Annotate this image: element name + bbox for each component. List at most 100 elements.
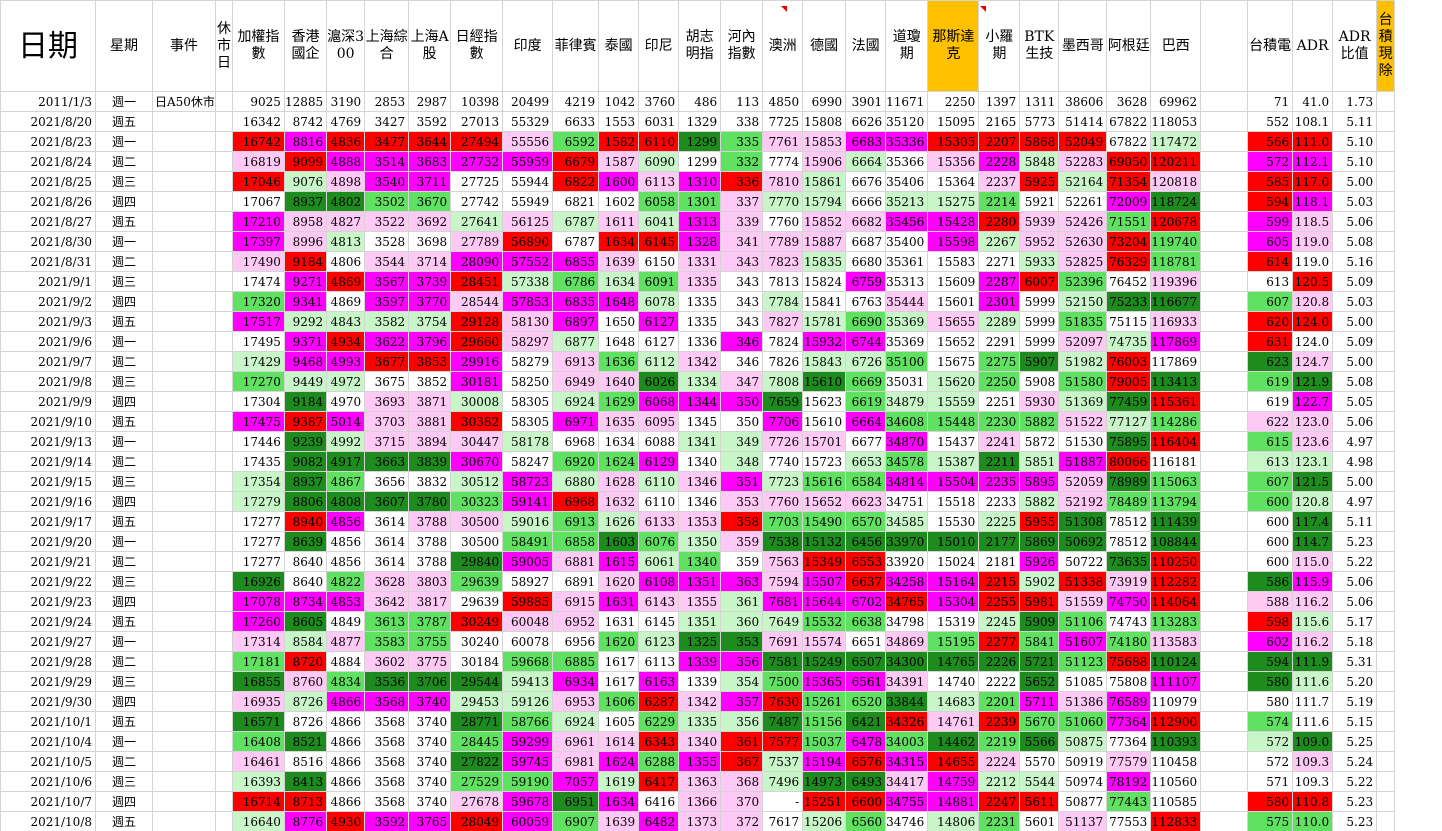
table-cell[interactable]: 594 xyxy=(1247,191,1294,212)
table-cell[interactable]: 3607 xyxy=(364,491,410,512)
table-cell[interactable]: 2212 xyxy=(978,771,1021,792)
table-cell[interactable]: 6133 xyxy=(638,511,680,532)
table-cell[interactable]: 34751 xyxy=(885,491,929,512)
table-cell[interactable]: 2231 xyxy=(978,811,1021,831)
table-cell[interactable]: 3477 xyxy=(364,131,410,152)
table-cell[interactable] xyxy=(214,591,233,612)
table-cell[interactable]: 6949 xyxy=(552,371,600,392)
table-cell[interactable]: 4869 xyxy=(326,271,366,292)
table-cell[interactable]: 120678 xyxy=(1150,211,1202,232)
table-cell[interactable]: 5.06 xyxy=(1332,571,1378,592)
table-cell[interactable]: 34315 xyxy=(885,751,929,772)
table-cell[interactable] xyxy=(152,591,216,612)
table-cell[interactable]: 週三 xyxy=(95,271,153,292)
table-cell[interactable]: 週三 xyxy=(95,171,153,192)
table-cell[interactable]: 5.11 xyxy=(1332,511,1378,532)
table-cell[interactable]: 15644 xyxy=(802,591,847,612)
table-cell[interactable]: 週四 xyxy=(95,691,153,712)
table-cell[interactable]: 2021/9/24 xyxy=(0,611,96,632)
table-cell[interactable]: 4806 xyxy=(326,251,366,272)
table-cell[interactable]: 29544 xyxy=(450,671,504,692)
table-cell[interactable]: 74750 xyxy=(1106,591,1152,612)
column-header[interactable]: 事件 xyxy=(152,0,216,92)
table-cell[interactable]: 5.03 xyxy=(1332,191,1378,212)
table-cell[interactable]: 1342 xyxy=(678,351,722,372)
table-cell[interactable]: 5773 xyxy=(1019,111,1060,132)
table-cell[interactable]: 1329 xyxy=(678,111,722,132)
table-cell[interactable]: 356 xyxy=(720,711,764,732)
table-cell[interactable]: 15583 xyxy=(927,251,980,272)
table-cell[interactable] xyxy=(1200,331,1249,352)
table-cell[interactable]: 3871 xyxy=(408,391,452,412)
table-cell[interactable]: 3740 xyxy=(408,771,452,792)
table-cell[interactable] xyxy=(152,691,216,712)
table-cell[interactable]: 1639 xyxy=(598,811,640,831)
table-cell[interactable]: 2021/9/3 xyxy=(0,311,96,332)
table-cell[interactable] xyxy=(152,531,216,552)
table-cell[interactable]: 8720 xyxy=(283,651,328,672)
table-cell[interactable]: 15906 xyxy=(802,151,847,172)
table-cell[interactable]: 4867 xyxy=(326,471,366,492)
table-cell[interactable]: 6343 xyxy=(638,731,680,752)
table-cell[interactable]: 5.22 xyxy=(1332,551,1378,572)
table-cell[interactable]: 2021/10/4 xyxy=(0,731,96,752)
table-cell[interactable]: 4827 xyxy=(326,211,366,232)
table-cell[interactable]: 359 xyxy=(720,531,764,552)
table-cell[interactable]: 76003 xyxy=(1106,351,1152,372)
table-cell[interactable] xyxy=(1200,451,1249,472)
table-cell[interactable]: 338 xyxy=(720,111,764,132)
table-cell[interactable]: 119.0 xyxy=(1292,251,1334,272)
table-cell[interactable]: 6150 xyxy=(638,251,680,272)
table-cell[interactable]: 28445 xyxy=(450,731,504,752)
table-cell[interactable] xyxy=(1376,751,1396,772)
table-cell[interactable]: 6855 xyxy=(552,251,600,272)
column-header[interactable]: 那斯達克 xyxy=(927,0,980,92)
table-cell[interactable]: 1335 xyxy=(678,271,722,292)
table-cell[interactable]: 613 xyxy=(1247,271,1294,292)
table-cell[interactable]: 75115 xyxy=(1106,311,1152,332)
table-cell[interactable] xyxy=(1200,431,1249,452)
table-cell[interactable]: 7740 xyxy=(762,451,804,472)
column-header[interactable]: 泰國 xyxy=(598,0,640,92)
table-cell[interactable]: 週二 xyxy=(95,751,153,772)
table-cell[interactable]: 6881 xyxy=(552,551,600,572)
table-cell[interactable] xyxy=(1200,631,1249,652)
table-cell[interactable]: 1351 xyxy=(678,571,722,592)
table-cell[interactable]: 16571 xyxy=(231,711,285,732)
table-cell[interactable]: 108.1 xyxy=(1292,111,1334,132)
table-cell[interactable]: 1299 xyxy=(678,131,722,152)
table-cell[interactable]: 5907 xyxy=(1019,351,1060,372)
table-cell[interactable]: 14765 xyxy=(927,651,980,672)
table-cell[interactable]: 8742 xyxy=(283,111,328,132)
table-cell[interactable]: 3644 xyxy=(408,131,452,152)
table-cell[interactable]: 2277 xyxy=(978,631,1021,652)
table-cell[interactable]: 7784 xyxy=(762,291,804,312)
table-cell[interactable]: 1634 xyxy=(598,791,640,812)
table-cell[interactable]: 2224 xyxy=(978,751,1021,772)
table-cell[interactable]: 623 xyxy=(1247,351,1294,372)
table-cell[interactable]: 1366 xyxy=(678,791,722,812)
table-cell[interactable]: 607 xyxy=(1247,291,1294,312)
table-cell[interactable]: 16640 xyxy=(231,811,285,831)
table-cell[interactable]: 週二 xyxy=(95,351,153,372)
table-cell[interactable]: 4930 xyxy=(326,811,366,831)
table-cell[interactable]: 78489 xyxy=(1106,491,1152,512)
table-cell[interactable]: 359 xyxy=(720,551,764,572)
table-cell[interactable]: 5909 xyxy=(1019,611,1060,632)
table-cell[interactable]: 15610 xyxy=(802,411,847,432)
table-cell[interactable] xyxy=(1376,131,1396,152)
table-cell[interactable]: 8726 xyxy=(283,711,328,732)
table-cell[interactable]: 1640 xyxy=(598,371,640,392)
table-cell[interactable]: 8726 xyxy=(283,691,328,712)
table-cell[interactable]: 2228 xyxy=(978,151,1021,172)
table-cell[interactable]: 1628 xyxy=(598,471,640,492)
table-cell[interactable]: 6951 xyxy=(552,791,600,812)
table-cell[interactable]: 15574 xyxy=(802,631,847,652)
table-cell[interactable]: 77127 xyxy=(1106,411,1152,432)
table-cell[interactable]: 5611 xyxy=(1019,791,1060,812)
table-cell[interactable]: 2287 xyxy=(978,271,1021,292)
table-cell[interactable]: 15623 xyxy=(802,391,847,412)
table-cell[interactable]: 1634 xyxy=(598,431,640,452)
table-cell[interactable]: 6924 xyxy=(552,391,600,412)
table-cell[interactable]: 6669 xyxy=(845,371,887,392)
